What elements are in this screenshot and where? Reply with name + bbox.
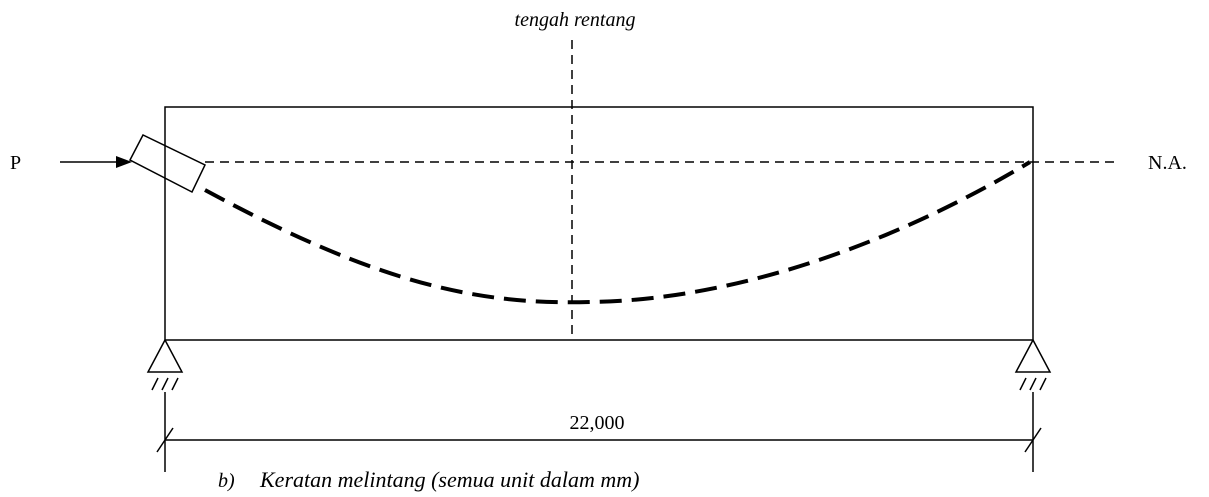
arrow-head xyxy=(116,156,132,168)
span-label: 22,000 xyxy=(570,412,625,434)
midspan-label: tengah rentang xyxy=(515,9,636,31)
neutral-axis-label: N.A. xyxy=(1148,152,1187,174)
anchorage xyxy=(128,134,207,194)
beam xyxy=(164,106,1034,341)
support-left xyxy=(146,338,184,391)
caption: Keratan melintang (semua unit dalam mm) xyxy=(259,467,639,492)
caption-prefix: b) xyxy=(218,470,235,492)
dimension-line xyxy=(156,392,1042,472)
tendon-profile xyxy=(204,160,1032,305)
load-label: P xyxy=(10,152,21,174)
support-right xyxy=(1014,338,1052,391)
